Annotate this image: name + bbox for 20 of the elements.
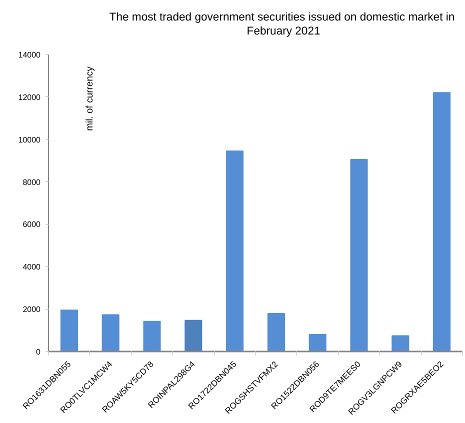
bar [184,320,202,352]
y-axis-title: mil. of currency [84,66,96,131]
bar [433,92,451,352]
y-tick-label: 0 [36,348,42,356]
y-tick-label: 10000 [18,135,42,144]
bar [226,150,244,352]
bar [143,320,161,352]
y-tick-label: 8000 [22,178,42,187]
y-tick-label: 14000 [18,50,42,60]
y-tick-label: 4000 [22,262,42,272]
bar [60,310,78,352]
y-tick-label: 2000 [22,305,42,314]
bar [350,159,368,352]
y-tick-label: 6000 [22,220,42,230]
bar [308,334,326,352]
bar [102,314,120,352]
bar [267,313,285,352]
bar [392,335,410,352]
y-tick-label: 12000 [18,92,42,102]
chart-title: The most traded government securities issued on domestic market in February 2021 [109,12,455,38]
